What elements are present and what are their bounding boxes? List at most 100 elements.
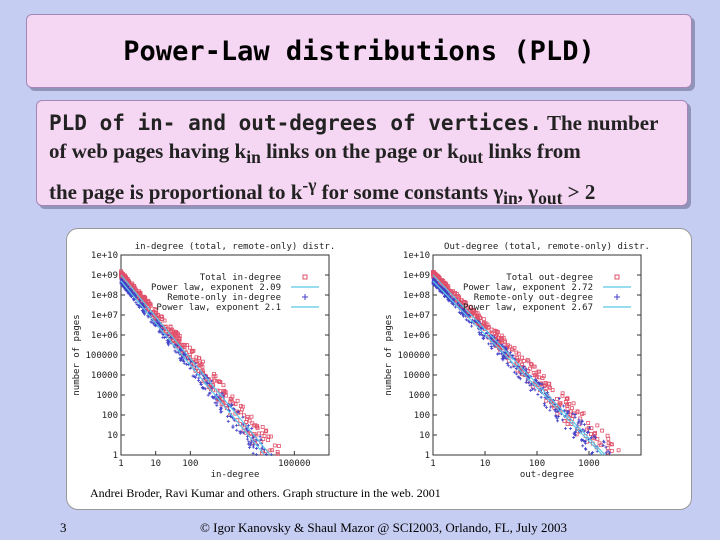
- remote-degree-point: [194, 373, 198, 377]
- total-degree-point: [261, 437, 266, 441]
- remote-degree-point: [258, 435, 262, 439]
- remote-degree-point: [180, 358, 184, 362]
- remote-degree-point: [206, 393, 210, 397]
- remote-degree-point: [176, 344, 180, 348]
- remote-degree-point: [246, 429, 250, 433]
- remote-degree-point: [161, 327, 165, 331]
- remote-degree-point: [231, 424, 235, 428]
- remote-degree-point: [446, 292, 450, 296]
- remote-degree-point: [584, 447, 588, 451]
- total-degree-point: [593, 430, 598, 435]
- total-degree-point: [498, 336, 503, 340]
- remote-degree-point: [220, 410, 224, 414]
- total-degree-point: [451, 289, 456, 294]
- total-degree-point: [268, 448, 273, 453]
- total-degree-point: [213, 374, 218, 379]
- remote-degree-point: [573, 433, 577, 437]
- remote-degree-point: [200, 386, 204, 390]
- total-degree-point: [544, 398, 549, 403]
- total-degree-point: [201, 379, 206, 384]
- remote-degree-point: [541, 386, 545, 390]
- remote-degree-point: [505, 361, 509, 365]
- remote-degree-point: [573, 415, 577, 419]
- remote-degree-point: [573, 412, 577, 416]
- remote-degree-point: [220, 391, 224, 395]
- total-degree-point: [254, 424, 259, 429]
- remote-degree-point: [251, 436, 255, 440]
- total-degree-point: [575, 410, 580, 415]
- legend-marker-plus: [614, 294, 620, 300]
- total-degree-point: [444, 282, 449, 287]
- x-tick-label: 100: [182, 459, 198, 469]
- remote-degree-point: [500, 343, 504, 347]
- remote-degree-point: [581, 444, 585, 448]
- remote-degree-point: [489, 345, 493, 349]
- total-degree-point: [528, 366, 532, 371]
- remote-degree-point: [182, 352, 186, 356]
- total-degree-point: [531, 370, 536, 375]
- chart-title: in-degree (total, remote-only) distr.: [135, 242, 335, 252]
- total-degree-point: [191, 348, 196, 353]
- total-degree-point: [256, 431, 261, 436]
- remote-degree-point: [562, 404, 566, 408]
- remote-degree-point: [153, 324, 157, 328]
- total-degree-point: [560, 391, 565, 396]
- total-degree-point: [571, 401, 576, 406]
- chart-title: Out-degree (total, remote-only) distr.: [444, 242, 650, 252]
- y-tick-label: 10000: [403, 371, 430, 381]
- total-degree-point: [459, 298, 463, 303]
- total-degree-point: [187, 345, 192, 350]
- remote-degree-point: [601, 443, 605, 447]
- slide-footer: © Igor Kanovsky & Shaul Mazor @ SCI2003,…: [200, 520, 568, 535]
- remote-degree-point: [529, 388, 533, 392]
- description-box: PLD of in- and out-degrees of vertices. …: [36, 100, 688, 208]
- description-line-3: the page is proportional to k-γ for some…: [49, 171, 675, 212]
- y-tick-label: 1e+09: [403, 271, 430, 281]
- remote-degree-point: [462, 314, 466, 318]
- total-degree-point: [567, 401, 572, 406]
- total-degree-point: [565, 403, 570, 408]
- remote-degree-point: [128, 294, 132, 298]
- total-degree-point: [489, 327, 494, 332]
- total-degree-point: [537, 375, 541, 380]
- y-tick-label: 100000: [397, 351, 430, 361]
- description-text-8: > 2: [562, 180, 596, 205]
- total-degree-point: [525, 357, 530, 362]
- subscript-in-2: in: [503, 188, 518, 209]
- remote-degree-point: [490, 347, 494, 351]
- remote-degree-point: [450, 301, 454, 305]
- remote-degree-point: [468, 320, 472, 324]
- remote-degree-point: [478, 332, 482, 336]
- remote-degree-point: [501, 358, 505, 362]
- description-text-1: The number: [542, 111, 659, 135]
- y-tick-label: 10000: [91, 371, 118, 381]
- total-degree-point: [218, 389, 222, 393]
- remote-degree-point: [604, 445, 608, 449]
- total-degree-point: [211, 374, 216, 379]
- remote-degree-point: [209, 379, 213, 383]
- remote-degree-point: [572, 435, 576, 439]
- total-degree-point: [249, 414, 254, 419]
- total-degree-point: [605, 446, 610, 450]
- remote-degree-point: [602, 440, 606, 444]
- remote-degree-point: [191, 374, 195, 378]
- remote-degree-point: [531, 387, 535, 391]
- remote-degree-point: [576, 421, 580, 425]
- remote-degree-point: [506, 364, 510, 368]
- remote-degree-point: [519, 372, 523, 376]
- total-degree-point: [443, 281, 448, 286]
- total-degree-point: [510, 347, 515, 352]
- remote-degree-point: [159, 330, 163, 334]
- remote-degree-point: [533, 378, 537, 382]
- remote-degree-point: [234, 423, 238, 427]
- total-degree-point: [475, 313, 480, 318]
- remote-degree-point: [158, 323, 162, 327]
- y-tick-label: 1e+10: [91, 251, 118, 261]
- x-tick-label: 100000: [278, 459, 311, 469]
- remote-degree-point: [241, 431, 245, 435]
- remote-degree-point: [264, 452, 268, 456]
- y-tick-label: 1e+06: [403, 331, 430, 341]
- remote-degree-point: [528, 383, 532, 387]
- remote-degree-point: [161, 332, 165, 336]
- remote-degree-point: [496, 338, 500, 342]
